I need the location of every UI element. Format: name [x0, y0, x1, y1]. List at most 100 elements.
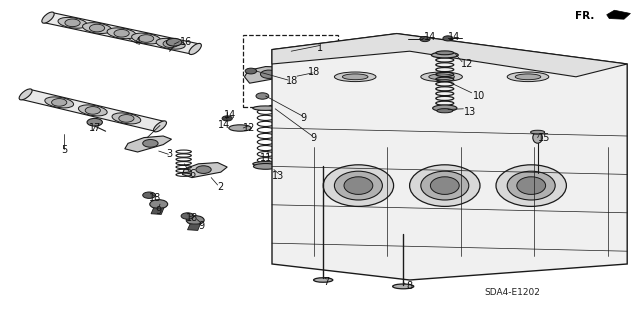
Circle shape — [245, 68, 257, 74]
Text: 17: 17 — [88, 123, 101, 133]
Circle shape — [114, 29, 129, 37]
Ellipse shape — [421, 72, 463, 82]
Ellipse shape — [517, 177, 545, 195]
Polygon shape — [44, 12, 200, 54]
Text: 9: 9 — [310, 133, 317, 143]
Text: 13: 13 — [272, 171, 285, 181]
Circle shape — [291, 73, 303, 79]
Text: 18: 18 — [186, 213, 198, 223]
Polygon shape — [125, 136, 172, 152]
Circle shape — [181, 213, 194, 219]
Ellipse shape — [515, 74, 541, 80]
Text: 16: 16 — [179, 36, 192, 47]
Polygon shape — [188, 224, 200, 230]
Circle shape — [85, 107, 100, 114]
Text: 4: 4 — [134, 36, 141, 47]
Ellipse shape — [410, 165, 480, 206]
Ellipse shape — [531, 130, 545, 134]
Text: 13: 13 — [464, 107, 477, 117]
Circle shape — [87, 118, 102, 126]
Text: 14: 14 — [224, 110, 237, 120]
Text: 18: 18 — [307, 67, 320, 77]
Ellipse shape — [507, 72, 548, 82]
Ellipse shape — [107, 28, 136, 39]
Text: 14: 14 — [218, 120, 230, 131]
Text: 9: 9 — [198, 220, 205, 231]
Polygon shape — [182, 163, 227, 178]
Text: 14: 14 — [448, 32, 461, 42]
Circle shape — [166, 38, 182, 46]
Text: 6: 6 — [189, 169, 195, 180]
Ellipse shape — [323, 165, 394, 206]
Polygon shape — [607, 10, 630, 19]
Ellipse shape — [229, 125, 252, 131]
Ellipse shape — [433, 105, 457, 111]
Polygon shape — [151, 208, 164, 214]
Ellipse shape — [154, 121, 166, 132]
Circle shape — [143, 192, 156, 198]
Ellipse shape — [436, 51, 454, 55]
Text: 3: 3 — [166, 148, 173, 159]
Ellipse shape — [253, 106, 278, 110]
Text: 8: 8 — [406, 281, 413, 292]
Ellipse shape — [156, 38, 185, 49]
Circle shape — [443, 36, 453, 41]
Ellipse shape — [431, 177, 460, 195]
Circle shape — [119, 115, 134, 122]
Ellipse shape — [42, 12, 54, 23]
Circle shape — [150, 200, 168, 209]
Circle shape — [90, 24, 105, 32]
Ellipse shape — [314, 278, 333, 282]
Text: 10: 10 — [472, 91, 485, 101]
Ellipse shape — [253, 164, 278, 169]
Circle shape — [256, 93, 269, 99]
Circle shape — [52, 99, 67, 106]
Bar — [243, 35, 338, 107]
Ellipse shape — [253, 162, 278, 166]
Ellipse shape — [431, 52, 458, 58]
Ellipse shape — [132, 33, 161, 44]
Text: 18: 18 — [149, 193, 162, 204]
Text: 9: 9 — [155, 206, 161, 216]
Ellipse shape — [83, 23, 111, 34]
Text: 11: 11 — [259, 153, 272, 164]
Circle shape — [143, 140, 158, 147]
Ellipse shape — [45, 97, 74, 108]
Circle shape — [163, 40, 179, 48]
Ellipse shape — [533, 132, 543, 143]
Text: 7: 7 — [323, 276, 330, 287]
Text: 12: 12 — [461, 59, 474, 69]
Polygon shape — [21, 90, 164, 131]
Circle shape — [138, 35, 154, 42]
Text: 9: 9 — [300, 113, 307, 124]
Circle shape — [65, 19, 80, 27]
Ellipse shape — [436, 109, 453, 113]
Text: 12: 12 — [243, 123, 256, 133]
Polygon shape — [272, 34, 627, 280]
Ellipse shape — [508, 171, 556, 200]
Ellipse shape — [342, 74, 368, 80]
Polygon shape — [272, 34, 627, 77]
Text: 18: 18 — [285, 76, 298, 86]
Circle shape — [222, 116, 232, 121]
Ellipse shape — [112, 113, 141, 124]
Ellipse shape — [429, 74, 454, 80]
Text: 1: 1 — [317, 43, 323, 53]
Circle shape — [196, 166, 211, 173]
Ellipse shape — [189, 44, 202, 54]
Ellipse shape — [344, 177, 372, 195]
Ellipse shape — [421, 171, 469, 200]
Polygon shape — [244, 67, 294, 83]
Ellipse shape — [393, 284, 414, 289]
Ellipse shape — [79, 105, 107, 116]
Ellipse shape — [58, 17, 87, 28]
Ellipse shape — [335, 72, 376, 82]
Ellipse shape — [19, 89, 32, 100]
Ellipse shape — [335, 171, 383, 200]
Circle shape — [186, 216, 204, 225]
Text: 5: 5 — [61, 145, 67, 156]
Circle shape — [260, 70, 277, 78]
Text: 2: 2 — [218, 182, 224, 192]
Text: SDA4-E1202: SDA4-E1202 — [484, 288, 540, 297]
Text: FR.: FR. — [575, 11, 594, 21]
